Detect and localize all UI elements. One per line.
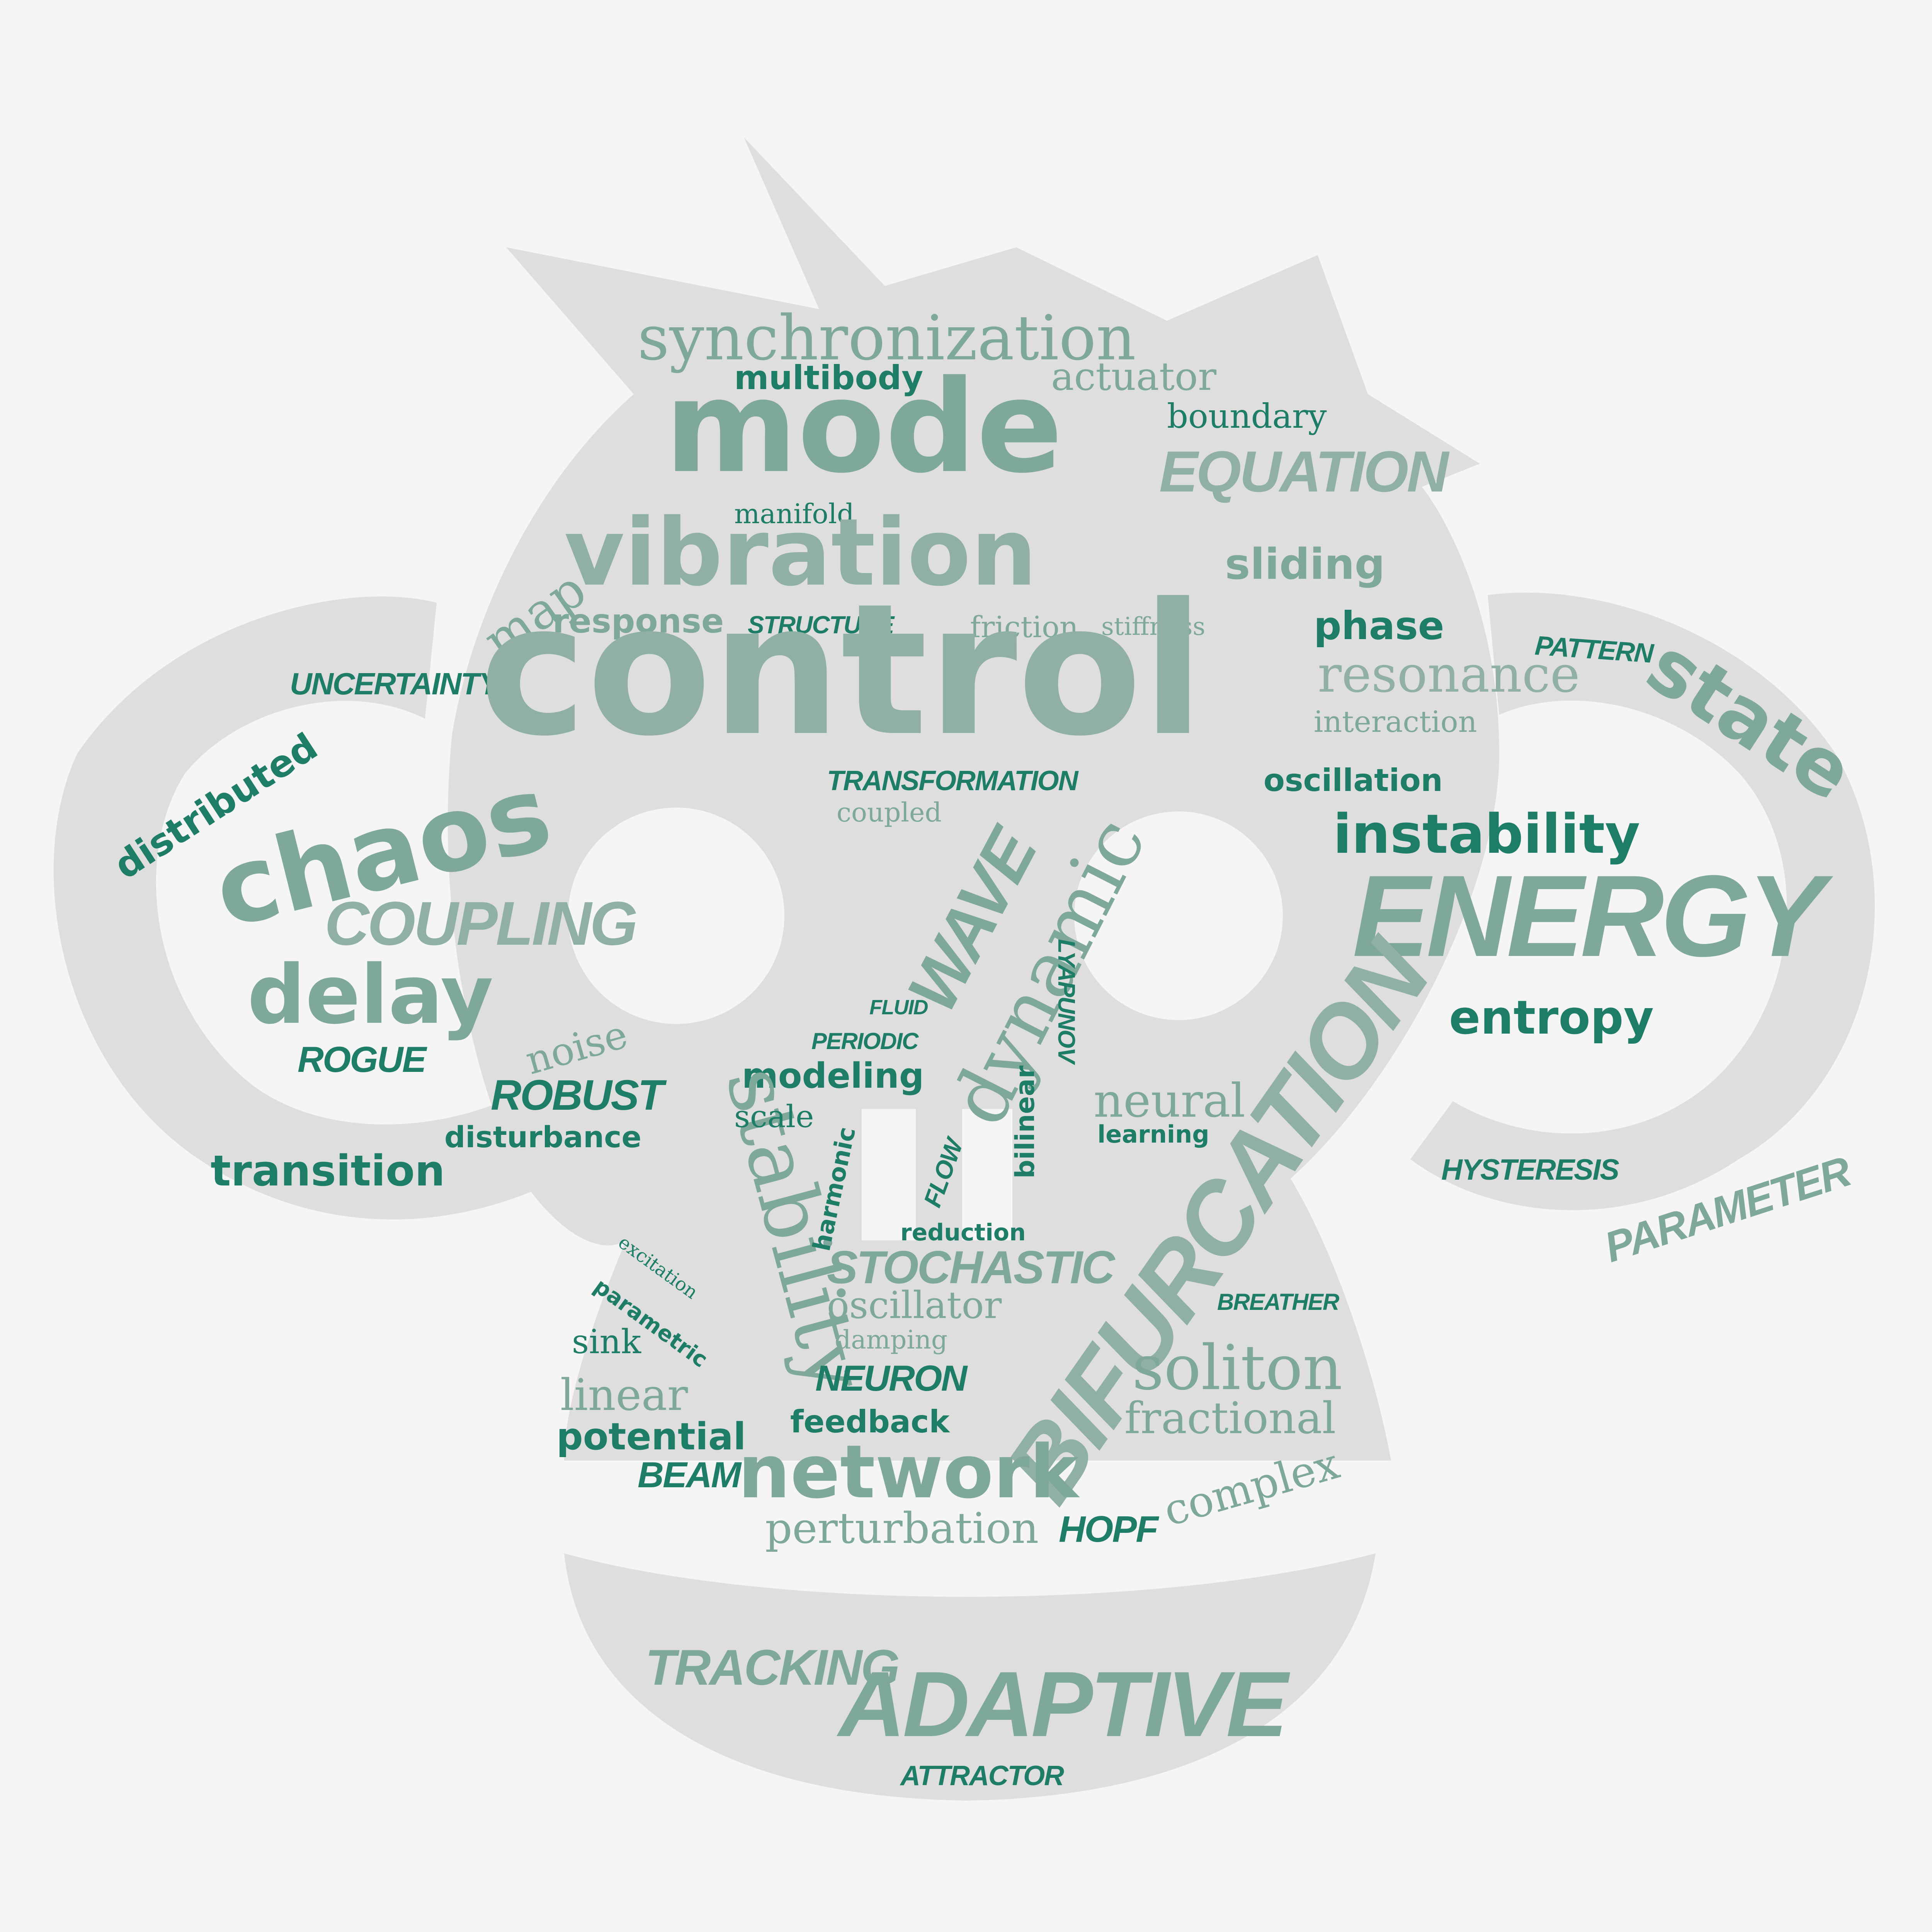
- word-network: network: [738, 1429, 1079, 1515]
- word-transformation: TRANSFORMATION: [827, 765, 1078, 796]
- word-multibody: multibody: [734, 359, 923, 397]
- word-hopf: HOPF: [1059, 1509, 1158, 1550]
- word-reduction: reduction: [900, 1219, 1026, 1246]
- word-feedback: feedback: [790, 1404, 950, 1440]
- word-damping: damping: [835, 1325, 948, 1355]
- word-tracking: TRACKING: [645, 1639, 900, 1696]
- word-structure: STRUCTURE: [748, 611, 894, 639]
- word-energy: ENERGY: [1352, 851, 1825, 981]
- word-boundary: boundary: [1167, 397, 1327, 436]
- word-transition: transition: [211, 1146, 445, 1196]
- word-stochastic: STOCHASTIC: [827, 1242, 1115, 1293]
- word-attractor: ATTRACTOR: [900, 1760, 1064, 1791]
- word-beam: BEAM: [638, 1454, 741, 1495]
- word-resonance: resonance: [1318, 645, 1580, 704]
- word-soliton: soliton: [1132, 1332, 1343, 1404]
- word-neural: neural: [1094, 1074, 1245, 1128]
- word-equation: EQUATION: [1159, 439, 1449, 504]
- word-mode: mode: [665, 353, 1063, 501]
- word-vibration: vibration: [564, 498, 1037, 607]
- word-sink: sink: [572, 1323, 641, 1361]
- word-adaptive: ADAPTIVE: [838, 1652, 1288, 1756]
- word-synchronization: synchronization: [638, 302, 1136, 374]
- silhouette-shape: [53, 137, 1875, 1801]
- word-oscillation: oscillation: [1264, 762, 1443, 798]
- word-scale: scale: [734, 1099, 814, 1134]
- word-learning: learning: [1097, 1120, 1209, 1148]
- word-sliding: sliding: [1225, 539, 1385, 589]
- word-delay: delay: [247, 947, 493, 1042]
- word-friction: friction: [970, 610, 1078, 644]
- word-hysteresis: HYSTERESIS: [1441, 1153, 1619, 1186]
- word-phase: phase: [1314, 603, 1444, 648]
- word-actuator: actuator: [1051, 354, 1217, 399]
- word-entropy: entropy: [1449, 991, 1654, 1045]
- word-potential: potential: [556, 1415, 746, 1458]
- word-uncertainty: UNCERTAINTY: [290, 667, 499, 701]
- word-instability: instability: [1333, 803, 1640, 866]
- word-interaction: interaction: [1314, 704, 1477, 739]
- word-lyapunov: LYAPUNOV: [1053, 939, 1080, 1063]
- word-coupled: coupled: [837, 798, 942, 828]
- word-control: control: [479, 565, 1204, 776]
- word-response: response: [553, 602, 724, 641]
- word-coupling: COUPLING: [325, 889, 638, 958]
- word-periodic: PERIODIC: [811, 1028, 918, 1054]
- word-disturbance: disturbance: [444, 1120, 641, 1154]
- word-neuron: NEURON: [815, 1358, 967, 1398]
- word-oscillator: oscillator: [827, 1284, 1002, 1327]
- word-breather: BREATHER: [1217, 1289, 1339, 1315]
- word-fluid: FLUID: [869, 996, 928, 1019]
- word-bilinear: bilinear: [1010, 1065, 1041, 1179]
- word-manifold: manifold: [734, 498, 854, 530]
- word-linear: linear: [560, 1370, 688, 1420]
- word-fractional: fractional: [1124, 1393, 1336, 1444]
- word-robust: ROBUST: [491, 1071, 664, 1119]
- word-perturbation: perturbation: [765, 1503, 1039, 1553]
- word-rogue: ROGUE: [298, 1039, 426, 1080]
- word-modeling: modeling: [742, 1056, 924, 1096]
- word-stiffness: stiffness: [1101, 612, 1206, 641]
